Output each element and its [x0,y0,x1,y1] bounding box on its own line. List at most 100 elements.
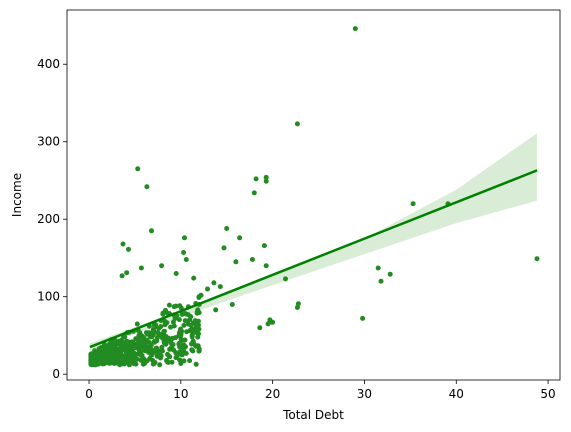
regression-line [89,169,538,349]
scatter-point [360,315,366,321]
y-tick-label: 200 [37,212,60,226]
scatter-point [189,334,195,340]
scatter-point [187,358,193,364]
scatter-point [159,344,165,350]
scatter-point [183,311,189,317]
scatter-point [150,361,156,367]
scatter-point [178,358,183,364]
scatter-point [173,271,179,276]
plot-frame [66,9,561,381]
scatter-point [221,245,227,251]
x-axis-label: Total Debt [282,408,344,422]
scatter-point [181,348,187,354]
scatter-point [211,280,217,286]
scatter-point [159,263,165,269]
scatter-point [171,323,177,329]
scatter-point [168,337,174,343]
scatter-point [253,176,259,182]
x-tick-label: 10 [173,387,188,401]
scatter-point [149,334,155,340]
scatter-point [387,271,393,277]
scatter-point [295,301,301,307]
ci-band-layer [89,133,538,351]
scatter-point [140,340,146,346]
scatter-point [181,342,187,348]
y-tick-label: 400 [37,57,60,71]
scatter-point [155,330,161,336]
scatter-point [196,348,202,354]
scatter-point [96,352,101,358]
scatter-point [114,360,120,366]
scatter-point [176,333,182,339]
scatter-point [378,278,384,284]
scatter-point [196,326,202,332]
scatter-point [154,345,160,351]
scatter-point [110,357,116,363]
scatter-point [134,321,140,327]
scatter-point [179,311,185,317]
scatter-point [191,275,197,281]
scatter-point [98,358,104,363]
scatter-point [119,273,125,279]
scatter-point [181,250,187,255]
scatter-point [123,344,129,349]
scatter-point [190,320,196,326]
scatter-point [263,174,269,180]
scatter-point [163,307,168,313]
scatter-point [261,243,267,249]
scatter-point [171,304,177,310]
scatter-point [534,256,540,262]
x-axis-ticks: 0 10 20 30 40 50 [85,380,556,401]
scatter-point [176,341,182,347]
scatter-point [166,302,172,308]
scatter-point [124,270,130,276]
y-tick-label: 300 [37,135,60,149]
scatter-point [164,358,169,363]
scatter-point [157,362,163,368]
scatter-point [126,362,132,368]
scatter-point [294,121,300,127]
scatter-point [120,355,126,361]
scatter-point [182,235,187,241]
scatter-point [149,228,154,234]
scatter-point [164,320,170,326]
scatter-point [89,354,95,360]
scatter-point [161,339,167,345]
scatter-point [167,354,173,360]
scatter-point [115,348,121,353]
scatter-point [105,349,110,354]
scatter-point [171,347,177,353]
scatter-point [120,241,126,247]
scatter-point [135,166,141,172]
x-tick-label: 20 [265,387,280,401]
scatter-point [139,335,145,341]
scatter-point [155,352,161,358]
scatter-point [138,352,144,358]
scatter-point [176,317,182,323]
scatter-point [375,265,381,271]
scatter-point [170,319,176,325]
scatter-point [129,340,135,346]
scatter-point [132,351,138,357]
x-tick-label: 40 [449,387,464,401]
y-tick-label: 100 [37,290,60,304]
scatter-point [188,328,194,334]
scatter-point [131,356,137,362]
scatter-point [183,257,189,262]
scatter-point [205,286,210,292]
scatter-point [158,324,164,330]
scatter-point [265,321,271,327]
scatter-point [153,322,159,328]
scatter-point [103,344,109,349]
scatter-point [102,353,108,359]
scatter-point [119,359,125,365]
y-tick-label: 0 [52,367,60,381]
scatter-point [169,359,175,365]
scatter-point [193,343,199,349]
scatter-point [185,321,191,327]
scatter-point [181,322,187,328]
scatter-point [179,352,185,358]
scatter-point [217,284,223,290]
scatter-point [146,330,152,336]
scatter-point [410,201,416,207]
